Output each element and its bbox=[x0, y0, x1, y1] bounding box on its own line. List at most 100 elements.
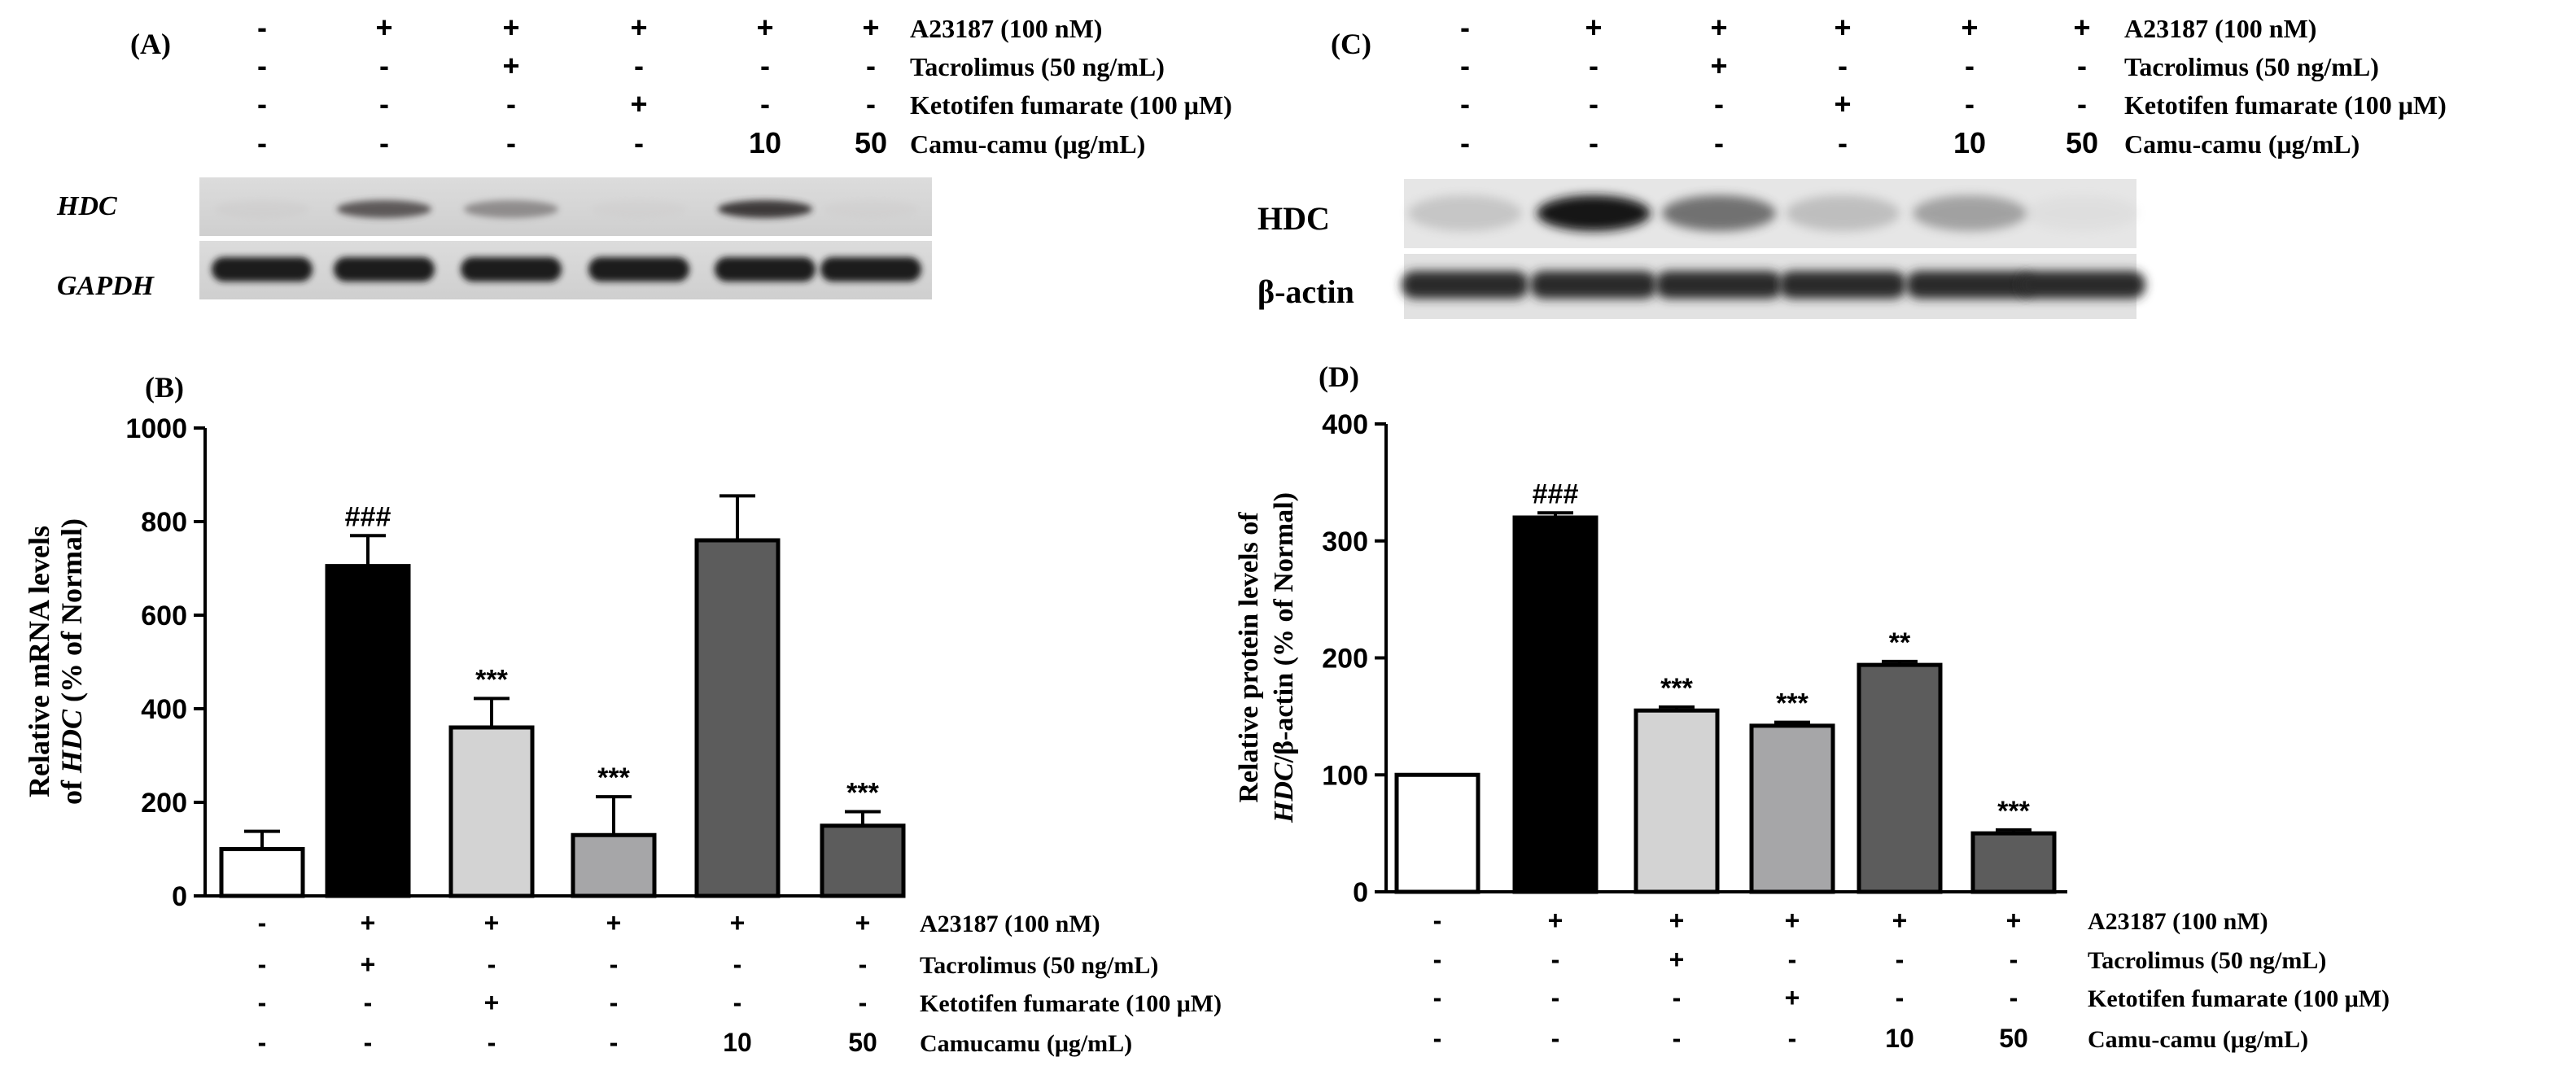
condition-sign: 10 bbox=[1885, 1024, 1914, 1053]
top-right-cond-sign-r1-l0: - bbox=[1460, 49, 1470, 82]
gel-hdc-bands bbox=[215, 200, 918, 218]
bar bbox=[1394, 772, 1480, 894]
condition-sign: - bbox=[1551, 1024, 1560, 1053]
gel-gapdh-band bbox=[212, 257, 313, 282]
y-axis-label-suffix: /β-actin (% of Normal) bbox=[1269, 492, 1299, 763]
condition-sign: + bbox=[1669, 945, 1685, 974]
gel-image: HDC GAPDH bbox=[56, 177, 932, 301]
top-left-cond-sign-r3-l4: 10 bbox=[749, 126, 781, 159]
condition-sign: - bbox=[364, 1028, 373, 1057]
bar bbox=[820, 823, 906, 898]
condition-sign: + bbox=[361, 950, 376, 979]
condition-sign: + bbox=[1669, 906, 1685, 935]
blot-hdc-band bbox=[2025, 195, 2139, 231]
top-left-cond-sign-r0-l4: + bbox=[756, 11, 773, 44]
condition-label: Camu-camu (μg/mL) bbox=[2088, 1026, 2308, 1053]
significance-label: ** bbox=[1889, 627, 1911, 658]
y-tick-label: 200 bbox=[1322, 644, 1368, 675]
gel-gapdh-band bbox=[461, 257, 562, 282]
top-right-cond-sign-r2-l5: - bbox=[2077, 87, 2087, 120]
top-right-conditions: - + + + + + A23187 (100 nM) - - + - - - Tacrolimus (5… bbox=[1460, 11, 2447, 159]
significance-label: *** bbox=[1776, 688, 1808, 719]
top-left-cond-sign-r1-l1: - bbox=[379, 49, 389, 82]
bar bbox=[219, 847, 305, 898]
y-axis-label-prefix: of bbox=[55, 773, 88, 805]
condition-label: Ketotifen fumarate (100 μM) bbox=[2088, 985, 2390, 1012]
condition-sign: + bbox=[2006, 906, 2022, 935]
condition-sign: - bbox=[1433, 983, 1442, 1012]
top-right-cond-sign-r3-l0: - bbox=[1460, 126, 1470, 159]
top-right-cond-label-r3: Camu-camu (μg/mL) bbox=[2124, 129, 2360, 159]
condition-sign: + bbox=[1785, 906, 1800, 935]
blot-hdc-band bbox=[1786, 195, 1900, 231]
gel-hdc-strip bbox=[199, 177, 932, 236]
y-axis-label-line2: HDC/β-actin (% of Normal) bbox=[1269, 492, 1299, 823]
condition-label: A23187 (100 nM) bbox=[2088, 908, 2268, 935]
y-tick-label: 1000 bbox=[125, 413, 187, 444]
bar bbox=[571, 832, 657, 898]
condition-sign: - bbox=[488, 950, 496, 979]
condition-sign: + bbox=[730, 908, 746, 937]
condition-sign: - bbox=[258, 988, 267, 1017]
y-axis-label-line1: Relative protein levels of bbox=[1234, 512, 1264, 803]
y-tick-label: 100 bbox=[1322, 760, 1368, 791]
blot-actin-band bbox=[1655, 271, 1782, 299]
top-right-cond-label-r2: Ketotifen fumarate (100 μM) bbox=[2124, 90, 2447, 120]
bar bbox=[1749, 723, 1835, 894]
condition-label: Tacrolimus (50 ng/mL) bbox=[920, 952, 1158, 979]
blot-actin-band bbox=[2018, 271, 2145, 299]
top-right-cond-sign-r1-l2: + bbox=[1710, 49, 1727, 82]
y-tick-label: 400 bbox=[141, 694, 187, 725]
condition-sign: - bbox=[488, 1028, 496, 1057]
blot-hdc-bands bbox=[1408, 195, 2139, 231]
blot-hdc-band bbox=[1408, 195, 1522, 231]
gel-gapdh-band bbox=[334, 257, 435, 282]
top-right-cond-sign-r2-l2: - bbox=[1714, 87, 1724, 120]
chart-d: 0 100 200 300 400 Relative protein levels of H… bbox=[1234, 409, 2390, 1053]
condition-sign: - bbox=[1673, 1024, 1682, 1053]
bar bbox=[1634, 708, 1720, 894]
y-axis-label-suffix: (% of Normal) bbox=[55, 518, 88, 710]
panel-label-b: (B) bbox=[145, 371, 184, 404]
top-right-cond-sign-r3-l2: - bbox=[1714, 126, 1724, 159]
top-left-cond-label-r3: Camu-camu (μg/mL) bbox=[910, 129, 1145, 159]
top-left-cond-sign-r2-l1: - bbox=[379, 87, 389, 120]
top-left-cond-sign-r2-l2: - bbox=[506, 87, 516, 120]
top-left-cond-sign-r0-l0: - bbox=[257, 11, 267, 44]
bar bbox=[1857, 662, 1943, 894]
top-left-cond-sign-r2-l4: - bbox=[760, 87, 770, 120]
top-right-cond-sign-r2-l4: - bbox=[1965, 87, 1975, 120]
condition-sign: - bbox=[1433, 945, 1442, 974]
top-right-cond-sign-r0-l2: + bbox=[1710, 11, 1727, 44]
condition-sign: 50 bbox=[848, 1028, 877, 1057]
condition-sign: - bbox=[1896, 945, 1905, 974]
condition-sign: - bbox=[610, 1028, 619, 1057]
y-axis-label-italic: HDC bbox=[55, 709, 88, 774]
condition-sign: - bbox=[258, 950, 267, 979]
blot-actin-band bbox=[1530, 271, 1657, 299]
blot-hdc-band bbox=[1913, 195, 2027, 231]
condition-sign: - bbox=[733, 950, 742, 979]
gel-row-label-gapdh: GAPDH bbox=[57, 271, 155, 301]
y-axis-label-line2: of HDC (% of Normal) bbox=[55, 518, 88, 805]
blot-row-label-actin: β-actin bbox=[1257, 273, 1354, 310]
top-right-cond-sign-r0-l3: + bbox=[1834, 11, 1851, 44]
condition-sign: - bbox=[258, 908, 267, 937]
blot-actin-band bbox=[1906, 271, 2033, 299]
gel-hdc-band bbox=[337, 200, 431, 218]
condition-sign: - bbox=[1788, 1024, 1797, 1053]
gel-row-label-hdc: HDC bbox=[56, 191, 117, 221]
condition-sign: - bbox=[1551, 983, 1560, 1012]
condition-sign: + bbox=[1892, 906, 1908, 935]
condition-label: Ketotifen fumarate (100 μM) bbox=[920, 990, 1222, 1017]
condition-sign: - bbox=[859, 950, 868, 979]
condition-sign: - bbox=[2010, 945, 2018, 974]
top-right-cond-sign-r2-l0: - bbox=[1460, 87, 1470, 120]
blot-hdc-band bbox=[1537, 195, 1651, 231]
top-right-cond-sign-r1-l4: - bbox=[1965, 49, 1975, 82]
top-left-cond-sign-r3-l3: - bbox=[634, 126, 644, 159]
top-left-cond-sign-r2-l0: - bbox=[257, 87, 267, 120]
significance-label: *** bbox=[475, 664, 508, 695]
gel-hdc-band bbox=[592, 200, 686, 218]
